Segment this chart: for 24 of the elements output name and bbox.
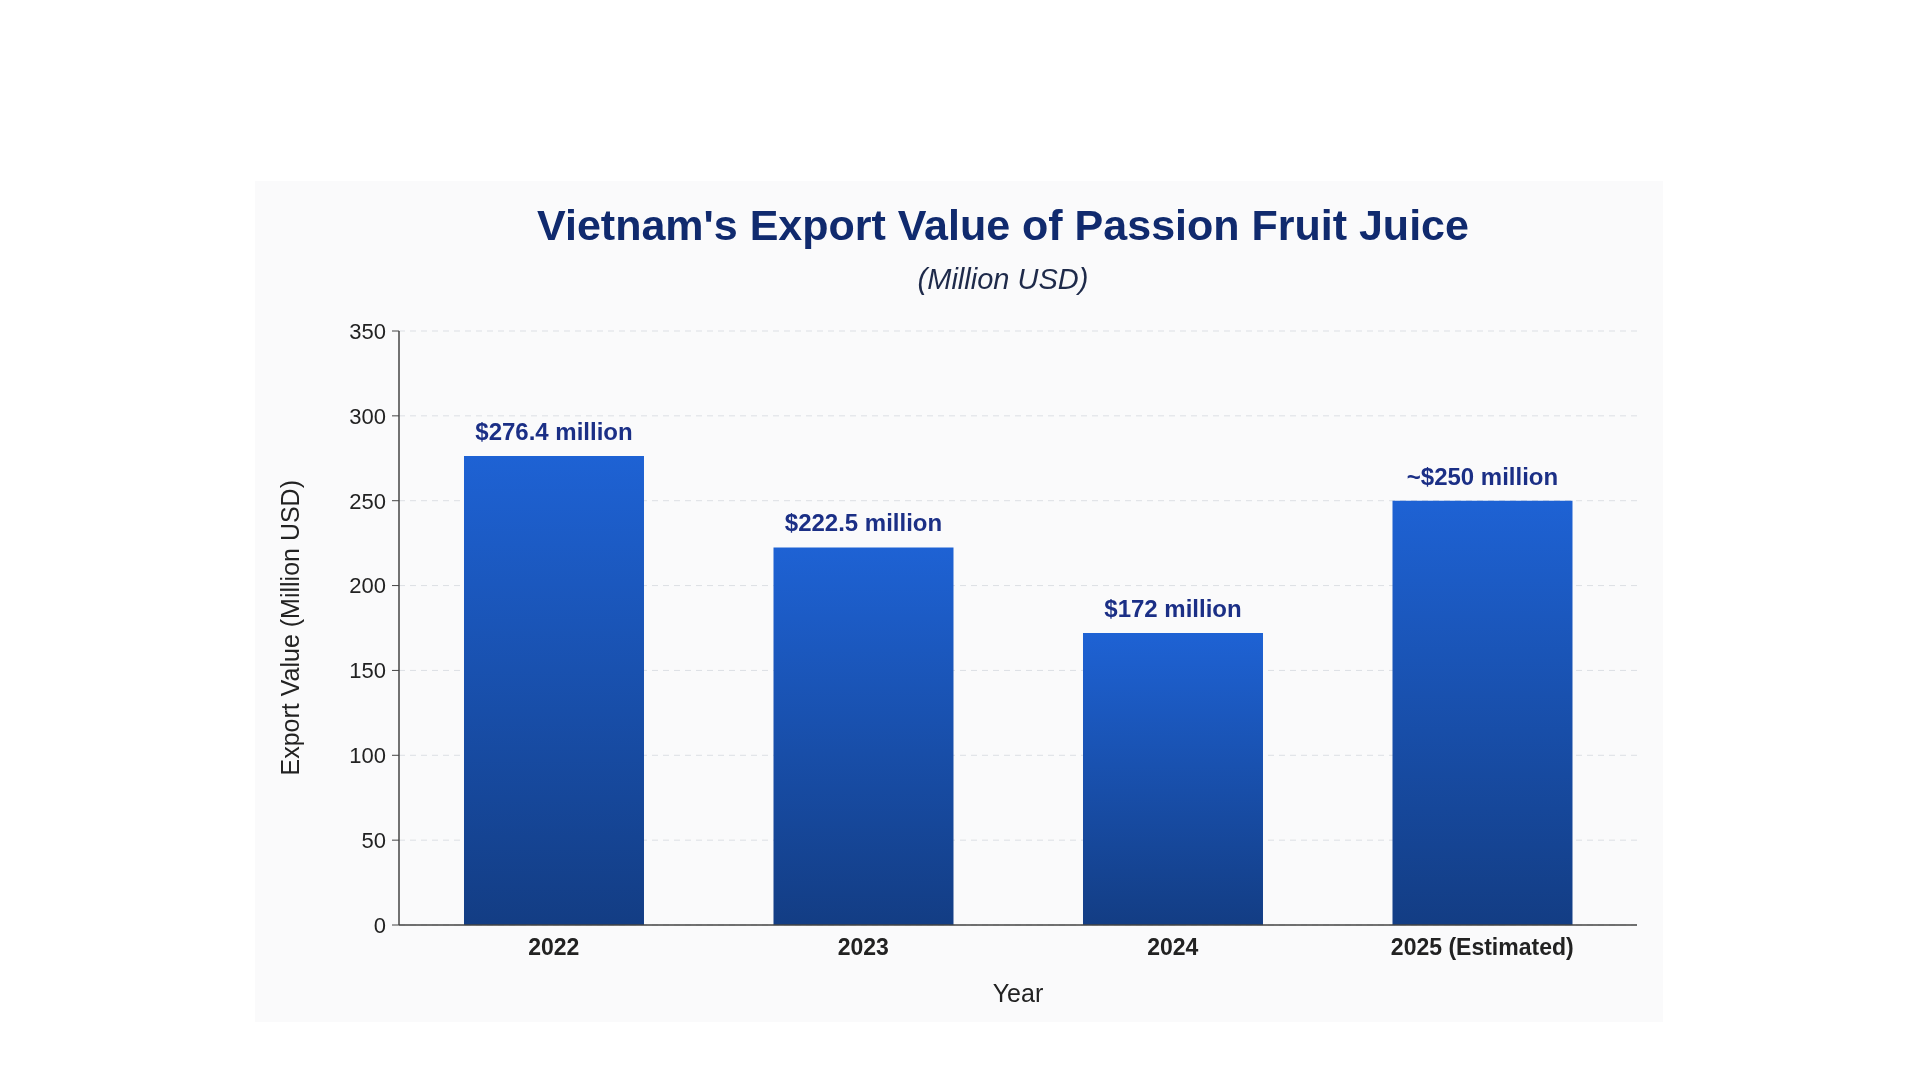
y-tick-label: 200 [349, 573, 386, 599]
y-tick-label: 150 [349, 658, 386, 684]
bar [464, 455, 644, 925]
x-tick-label: 2025 (Estimated) [1390, 934, 1574, 961]
y-tick-label: 0 [373, 912, 386, 938]
bar [1392, 500, 1573, 925]
y-tick-label: 300 [349, 403, 386, 429]
bar [1082, 633, 1263, 925]
y-tick-label: 50 [361, 827, 386, 853]
x-axis-title: Year [991, 978, 1045, 1008]
x-tick-label: 2023 [837, 934, 889, 961]
data-label: $172 million [1104, 595, 1242, 623]
data-label: $222.5 million [784, 509, 943, 537]
y-tick-label: 250 [349, 488, 386, 514]
y-axis-title: Export Value (Million USD) [275, 480, 305, 776]
data-label: $276.4 million [475, 417, 633, 445]
y-tick-label: 100 [349, 743, 386, 769]
x-tick-label: 2022 [528, 934, 580, 961]
data-label: ~$250 million [1406, 462, 1559, 490]
chart-subtitle: (Million USD) [916, 262, 1090, 296]
bar [773, 547, 954, 925]
chart-title: Vietnam's Export Value of Passion Fruit Juice [536, 201, 1470, 249]
y-tick-label: 350 [349, 318, 386, 344]
x-tick-label: 2024 [1147, 934, 1199, 961]
